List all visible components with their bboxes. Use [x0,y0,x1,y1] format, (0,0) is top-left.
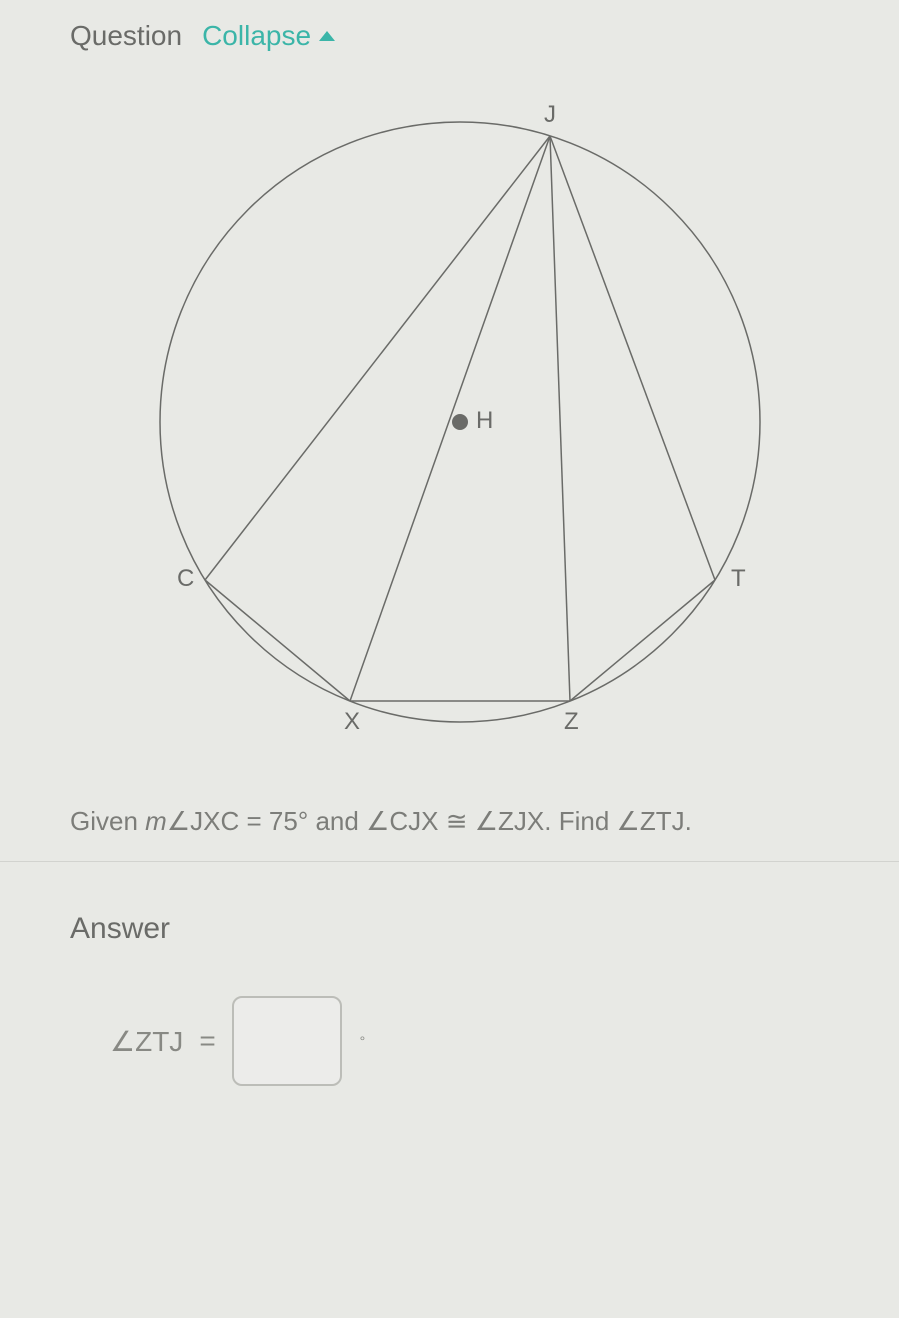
given-degree: ° [298,806,308,836]
given-angle-ztj: ∠ZTJ [617,806,685,836]
svg-text:T: T [731,565,746,592]
given-find: . Find [544,806,616,836]
svg-text:Z: Z [564,708,579,735]
circle-diagram: H J C X Z T [110,72,810,772]
given-period: . [685,806,692,836]
section-divider [0,861,899,862]
given-value: 75 [269,806,298,836]
answer-input[interactable] [232,996,342,1086]
svg-text:J: J [544,101,556,128]
answer-degree: ° [360,1033,366,1049]
given-angle-jxc: ∠JXC [167,806,239,836]
answer-lhs: ∠ZTJ [110,1025,183,1058]
given-eq: = [239,806,269,836]
svg-text:X: X [344,708,360,735]
figure-container: H J C X Z T [70,72,849,772]
given-prefix: Given [70,806,145,836]
collapse-label: Collapse [202,20,311,52]
given-m: m [145,806,167,836]
answer-row: ∠ZTJ = ° [110,996,849,1086]
question-header: Question Collapse [70,20,849,52]
answer-label: Answer [70,912,849,946]
svg-text:H: H [476,407,493,434]
answer-eq: = [199,1025,215,1057]
given-and: and [308,806,366,836]
question-label: Question [70,20,182,52]
given-congruent: ≅ [439,806,475,836]
collapse-button[interactable]: Collapse [202,20,335,52]
given-angle-zjx: ∠ZJX [475,806,545,836]
svg-text:C: C [177,565,194,592]
chevron-up-icon [319,31,335,41]
given-statement: Given m∠JXC = 75° and ∠CJX ≅ ∠ZJX. Find … [70,802,849,841]
given-angle-cjx: ∠CJX [366,806,438,836]
